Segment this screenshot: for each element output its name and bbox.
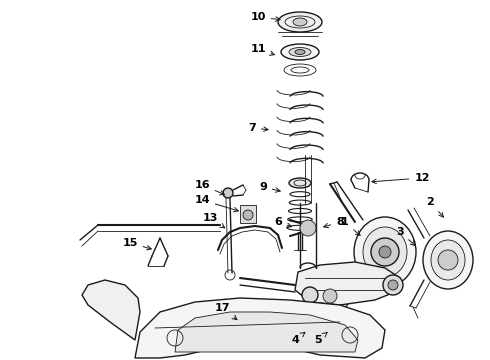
Circle shape (379, 246, 391, 258)
Text: 2: 2 (426, 197, 443, 217)
Polygon shape (240, 205, 256, 223)
Text: 8: 8 (324, 217, 344, 228)
Circle shape (323, 289, 337, 303)
Ellipse shape (281, 44, 319, 60)
Circle shape (383, 275, 403, 295)
Circle shape (300, 220, 316, 236)
Text: 6: 6 (274, 217, 292, 227)
Text: 17: 17 (214, 303, 237, 320)
Polygon shape (175, 312, 358, 352)
Ellipse shape (289, 48, 311, 57)
Circle shape (371, 238, 399, 266)
Circle shape (223, 188, 233, 198)
Ellipse shape (354, 217, 416, 287)
Text: 4: 4 (291, 332, 305, 345)
Text: 10: 10 (250, 12, 280, 22)
Polygon shape (82, 280, 140, 340)
Polygon shape (295, 262, 400, 305)
Ellipse shape (431, 240, 465, 280)
Polygon shape (135, 298, 385, 358)
Ellipse shape (363, 227, 407, 277)
Ellipse shape (293, 18, 307, 26)
Ellipse shape (278, 12, 322, 32)
Circle shape (388, 280, 398, 290)
Ellipse shape (243, 210, 253, 220)
Text: 14: 14 (194, 195, 238, 212)
Circle shape (302, 287, 318, 303)
Ellipse shape (289, 178, 311, 188)
Text: 15: 15 (122, 238, 151, 250)
Circle shape (438, 250, 458, 270)
Text: 16: 16 (194, 180, 224, 195)
Text: 11: 11 (250, 44, 274, 55)
Text: 5: 5 (314, 332, 327, 345)
Text: 7: 7 (248, 123, 268, 133)
Text: 12: 12 (372, 173, 430, 184)
Text: 9: 9 (259, 182, 280, 192)
Ellipse shape (423, 231, 473, 289)
Text: 13: 13 (202, 213, 225, 228)
Text: 3: 3 (396, 227, 415, 246)
Ellipse shape (295, 50, 305, 54)
Text: 1: 1 (341, 217, 360, 235)
